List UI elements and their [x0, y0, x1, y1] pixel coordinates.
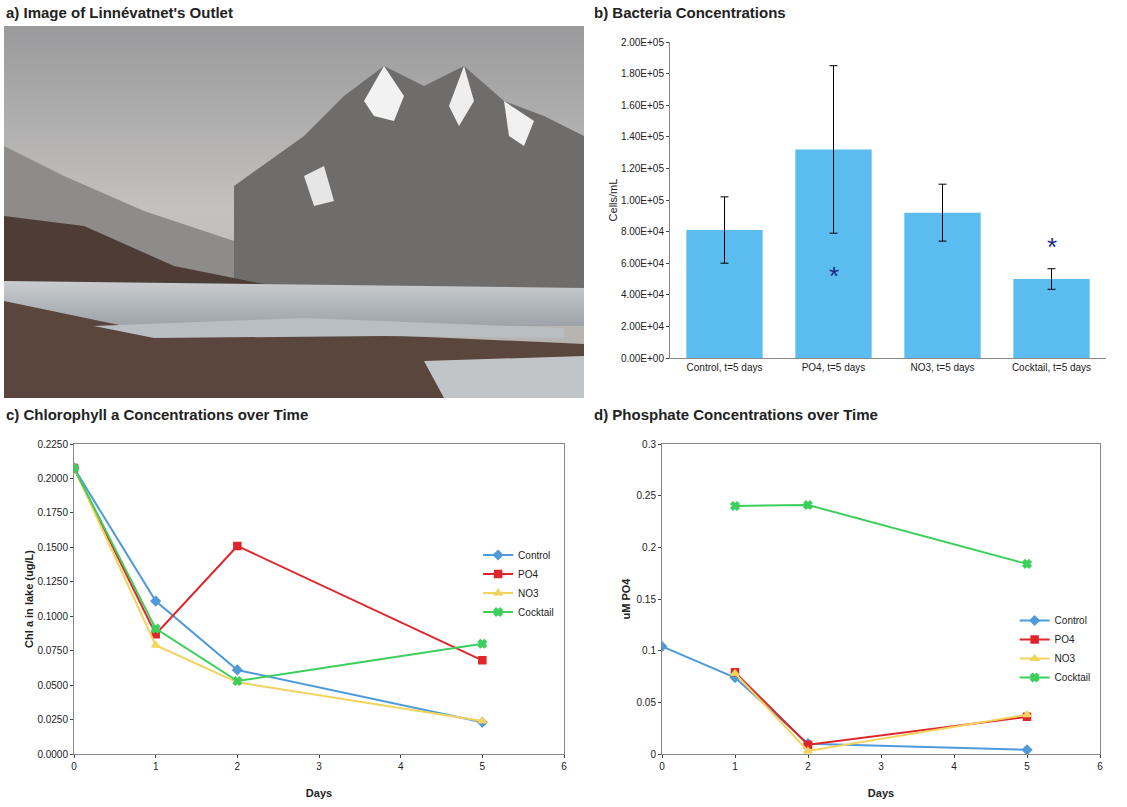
svg-text:NO3: NO3 — [518, 588, 539, 599]
svg-text:3: 3 — [878, 761, 884, 772]
svg-text:Cocktail, t=5 days: Cocktail, t=5 days — [1012, 362, 1091, 373]
svg-text:0: 0 — [71, 761, 77, 772]
svg-text:0.1750: 0.1750 — [37, 507, 68, 518]
svg-text:NO3, t=5 days: NO3, t=5 days — [910, 362, 974, 373]
svg-text:0.2250: 0.2250 — [37, 439, 68, 450]
svg-text:0.3: 0.3 — [642, 439, 656, 450]
html-text:b) Bacteria Concentrations: b) Bacteria Concentrations — [594, 4, 786, 21]
svg-text:0.0250: 0.0250 — [37, 714, 68, 725]
svg-text:2: 2 — [805, 761, 811, 772]
svg-text:0.1000: 0.1000 — [37, 611, 68, 622]
svg-text:0.2: 0.2 — [642, 542, 656, 553]
svg-text:PO4: PO4 — [1055, 634, 1075, 645]
html-text:d) Phosphate Concentrations ov: d) Phosphate Concentrations over Time — [594, 406, 878, 423]
svg-text:Control: Control — [1055, 615, 1087, 626]
svg-text:*: * — [829, 261, 839, 291]
svg-text:0.00E+00: 0.00E+00 — [621, 353, 665, 364]
svg-text:5: 5 — [480, 761, 486, 772]
svg-text:Cells/mL: Cells/mL — [607, 179, 619, 222]
svg-text:0.1500: 0.1500 — [37, 542, 68, 553]
svg-text:2.00E+05: 2.00E+05 — [621, 37, 665, 48]
svg-text:0.25: 0.25 — [637, 490, 657, 501]
svg-text:PO4, t=5 days: PO4, t=5 days — [802, 362, 866, 373]
svg-text:4: 4 — [398, 761, 404, 772]
svg-text:0.15: 0.15 — [637, 594, 657, 605]
svg-text:1.20E+05: 1.20E+05 — [621, 163, 665, 174]
svg-text:4.00E+04: 4.00E+04 — [621, 289, 665, 300]
svg-text:Days: Days — [306, 787, 332, 799]
svg-text:0.05: 0.05 — [637, 697, 657, 708]
svg-text:0.0000: 0.0000 — [37, 749, 68, 760]
svg-text:3: 3 — [316, 761, 322, 772]
svg-text:Cocktail: Cocktail — [1055, 672, 1091, 683]
svg-text:6: 6 — [1097, 761, 1103, 772]
svg-text:0: 0 — [650, 749, 656, 760]
svg-text:5: 5 — [1024, 761, 1030, 772]
svg-text:0.1250: 0.1250 — [37, 576, 68, 587]
svg-text:uM PO4: uM PO4 — [620, 578, 632, 620]
svg-text:1: 1 — [732, 761, 738, 772]
html-text:a) Image of Linnévatnet's Outl: a) Image of Linnévatnet's Outlet — [6, 4, 233, 21]
svg-text:2: 2 — [235, 761, 241, 772]
svg-text:2.00E+04: 2.00E+04 — [621, 321, 665, 332]
svg-text:1.80E+05: 1.80E+05 — [621, 68, 665, 79]
svg-text:NO3: NO3 — [1055, 653, 1076, 664]
svg-text:*: * — [1047, 232, 1057, 262]
svg-text:6.00E+04: 6.00E+04 — [621, 258, 665, 269]
svg-text:Days: Days — [868, 787, 894, 799]
svg-text:PO4: PO4 — [518, 569, 538, 580]
svg-text:0.0500: 0.0500 — [37, 680, 68, 691]
html-text:c) Chlorophyll a Concentration: c) Chlorophyll a Concentrations over Tim… — [6, 406, 309, 423]
svg-text:0.2000: 0.2000 — [37, 473, 68, 484]
svg-text:1.00E+05: 1.00E+05 — [621, 195, 665, 206]
svg-text:Control, t=5 days: Control, t=5 days — [687, 362, 763, 373]
svg-text:8.00E+04: 8.00E+04 — [621, 226, 665, 237]
svg-text:0: 0 — [659, 761, 665, 772]
svg-text:Chl a in lake (ug/L): Chl a in lake (ug/L) — [23, 550, 35, 648]
svg-text:6: 6 — [561, 761, 567, 772]
svg-text:0.1: 0.1 — [642, 645, 656, 656]
svg-text:Control: Control — [518, 550, 550, 561]
svg-text:1.40E+05: 1.40E+05 — [621, 131, 665, 142]
svg-text:1: 1 — [153, 761, 159, 772]
svg-text:Cocktail: Cocktail — [518, 607, 554, 618]
svg-text:0.0750: 0.0750 — [37, 645, 68, 656]
svg-text:1.60E+05: 1.60E+05 — [621, 100, 665, 111]
svg-text:4: 4 — [951, 761, 957, 772]
